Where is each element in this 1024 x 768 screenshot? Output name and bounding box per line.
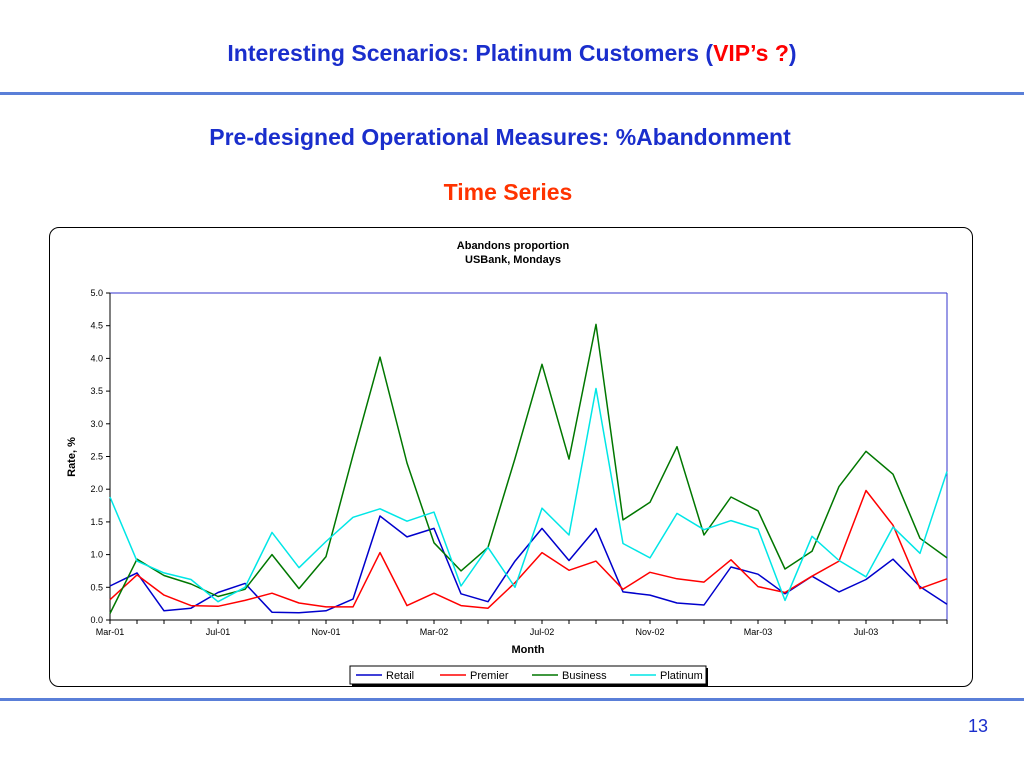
y-tick-label: 2.5 <box>90 452 103 462</box>
chart-frame: Abandons proportion USBank, Mondays Rate… <box>49 227 973 687</box>
line-chart: Abandons proportion USBank, Mondays Rate… <box>66 240 948 686</box>
slide-title-main: Interesting Scenarios: Platinum Customer… <box>227 40 714 66</box>
y-tick-label: 5.0 <box>90 288 103 298</box>
y-tick-label: 2.0 <box>90 484 103 494</box>
legend-box <box>349 665 707 685</box>
x-tick-label: Mar-02 <box>420 627 449 637</box>
x-tick-label: Mar-01 <box>96 627 125 637</box>
legend-label-premier: Premier <box>470 670 509 682</box>
x-tick-label: Jul-01 <box>206 627 231 637</box>
slide-title-accent: VIP’s ? <box>713 40 789 66</box>
slide-section-label: Time Series <box>443 179 573 205</box>
x-tick-label: Jul-02 <box>530 627 555 637</box>
chart-series <box>109 323 948 614</box>
y-tick-label: 0.5 <box>90 582 103 592</box>
chart-legend: Retail Premier Business Platinum <box>349 665 708 686</box>
y-tick-label: 4.0 <box>90 353 103 363</box>
page-number: 13 <box>967 716 988 736</box>
y-tick-label: 3.5 <box>90 386 103 396</box>
y-tick-label: 1.5 <box>90 517 103 527</box>
chart-subtitle: USBank, Mondays <box>465 254 561 266</box>
x-axis-label: Month <box>512 644 545 656</box>
y-axis-label: Rate, % <box>66 437 78 477</box>
bottom-divider <box>0 698 1024 701</box>
legend-label-platinum: Platinum <box>660 670 703 682</box>
chart-axes: 0.0 0.5 1.0 1.5 2.0 2.5 3.0 3.5 4.0 4.5 5.0 Mar-01 J… <box>90 288 948 637</box>
slide-title-end: ) <box>788 40 797 66</box>
y-tick-label: 1.0 <box>90 550 103 560</box>
y-tick-label: 4.5 <box>90 321 103 331</box>
series-line-platinum <box>109 387 948 603</box>
legend-label-business: Business <box>562 670 607 682</box>
x-tick-label: Nov-01 <box>311 627 340 637</box>
chart-title: Abandons proportion <box>457 240 570 252</box>
series-line-business <box>109 323 948 614</box>
slide-title: Interesting Scenarios: Platinum Customer… <box>0 40 1024 67</box>
slide-subtitle: Pre-designed Operational Measures: %Aban… <box>209 124 791 150</box>
x-tick-label: Jul-03 <box>854 627 879 637</box>
legend-label-retail: Retail <box>386 670 414 682</box>
y-tick-label: 3.0 <box>90 419 103 429</box>
series-line-premier <box>109 489 948 609</box>
top-divider <box>0 92 1024 95</box>
x-tick-label: Mar-03 <box>744 627 773 637</box>
x-tick-label: Nov-02 <box>635 627 664 637</box>
y-tick-label: 0.0 <box>90 615 103 625</box>
